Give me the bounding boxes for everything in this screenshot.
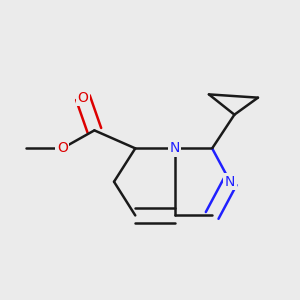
Text: O: O <box>57 141 68 155</box>
Text: N: N <box>169 141 180 155</box>
Text: N: N <box>225 175 235 189</box>
Text: O: O <box>77 91 88 105</box>
